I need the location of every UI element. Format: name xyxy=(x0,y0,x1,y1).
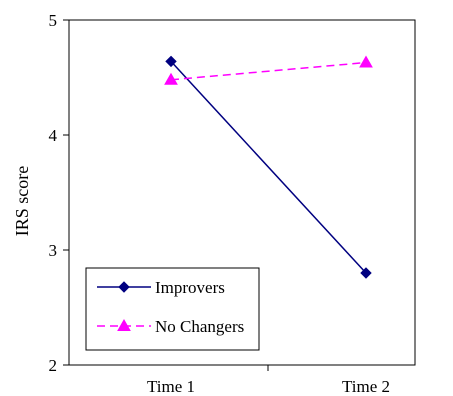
legend-box xyxy=(85,267,260,351)
legend-marker xyxy=(118,281,130,293)
x-tick-label: Time 1 xyxy=(147,377,195,396)
legend-label: Improvers xyxy=(155,278,225,297)
data-point xyxy=(360,267,372,279)
series-line-improvers xyxy=(170,60,367,274)
series-line-no-changers xyxy=(170,61,367,81)
data-point xyxy=(164,72,178,85)
y-tick-label: 5 xyxy=(49,11,58,30)
data-point xyxy=(165,55,177,68)
y-tick-label: 3 xyxy=(49,241,58,260)
y-tick-label: 2 xyxy=(49,356,58,375)
y-tick-label: 4 xyxy=(49,126,58,145)
legend: Improvers No Changers xyxy=(85,267,260,351)
x-tick-label: Time 2 xyxy=(342,377,390,396)
legend-marker xyxy=(117,318,131,331)
plot-area xyxy=(68,19,416,366)
data-point xyxy=(359,55,373,68)
y-axis-title: IRS score xyxy=(12,166,32,237)
legend-label: No Changers xyxy=(155,317,244,336)
